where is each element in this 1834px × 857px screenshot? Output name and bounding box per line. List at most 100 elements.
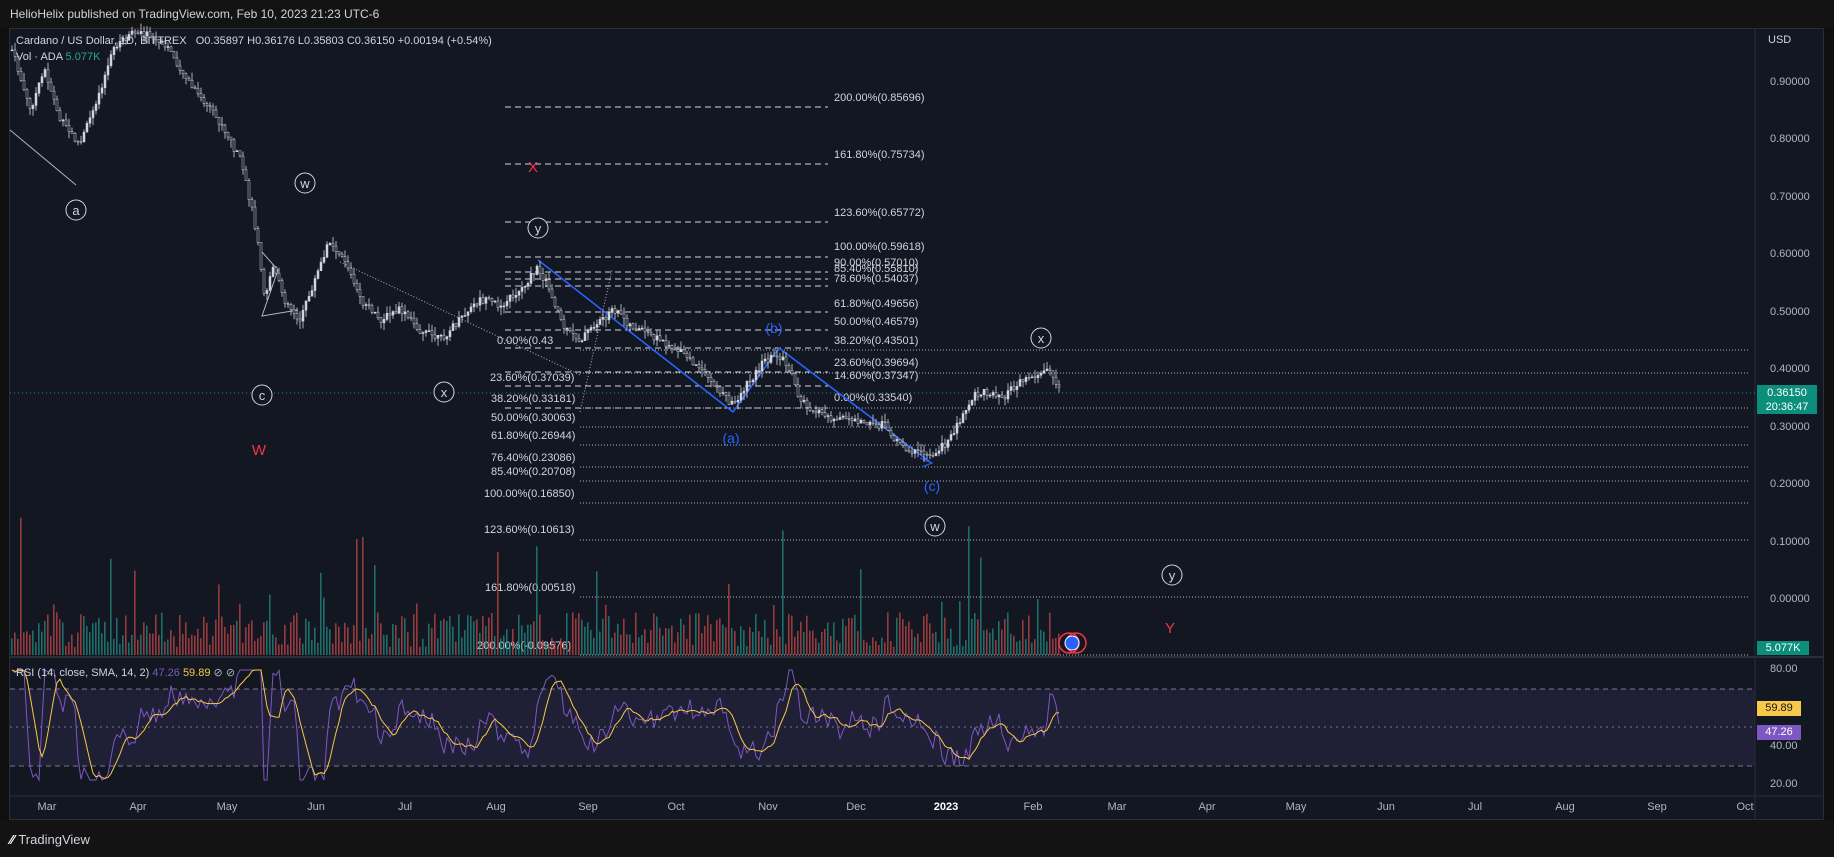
candle-body: [241, 155, 245, 171]
candle-body: [460, 315, 464, 318]
candle-body: [226, 132, 230, 138]
candle-body: [76, 140, 80, 143]
hide-icon[interactable]: ⊘: [213, 667, 223, 679]
volume-bar: [266, 620, 268, 655]
volume-bar: [338, 626, 340, 655]
time-axis-label: Dec: [846, 801, 866, 813]
candle-body: [976, 391, 980, 397]
chart-area[interactable]: [9, 28, 1824, 820]
candle-body: [97, 92, 101, 105]
candle-body: [445, 336, 449, 340]
volume-bar: [635, 612, 637, 655]
volume-bar: [227, 633, 229, 655]
candle-body: [484, 297, 488, 304]
triangle-shape[interactable]: [261, 251, 299, 317]
volume-bar: [398, 637, 400, 655]
candle-body: [877, 424, 881, 429]
candle-body: [655, 335, 659, 341]
volume-bar: [470, 616, 472, 655]
candle-body: [598, 319, 602, 325]
candle-body: [502, 305, 506, 308]
tradingview-logo[interactable]: ⁄⁄ TradingView: [10, 832, 90, 847]
time-axis-label: Jun: [1377, 801, 1395, 813]
candle-body: [754, 369, 758, 381]
currency-label[interactable]: USD: [1768, 34, 1792, 46]
candle-body: [433, 334, 437, 339]
volume-bar: [173, 636, 175, 655]
fib-extension-upper[interactable]: 200.00%(0.85696) 161.80%(0.75734) 123.60…: [505, 92, 925, 409]
volume-bar: [935, 631, 937, 655]
ohlc-open: O0.35897: [195, 35, 245, 47]
volume-bar: [449, 615, 451, 655]
candle-body: [934, 453, 938, 456]
wave-labels[interactable]: a c w x y x w y (a) (b) (c) W X Y: [65, 159, 1183, 637]
candle-body: [250, 199, 254, 208]
candle-body: [346, 261, 350, 269]
rsi-legend[interactable]: RSI (14, close, SMA, 14, 2) 47.26 59.89 …: [16, 666, 235, 679]
fib-retracement-lower[interactable]: 0.00%(0.43 23.60%(0.37039) 38.20%(0.3318…: [477, 335, 1750, 656]
candle-body: [871, 421, 875, 424]
candle-body: [370, 305, 374, 313]
volume-bar: [956, 645, 958, 655]
volume-bar: [521, 625, 523, 655]
candle-body: [178, 65, 182, 71]
volume-bar: [908, 621, 910, 655]
candle-body: [292, 308, 296, 314]
news-flag-icon[interactable]: [1058, 632, 1087, 654]
candle-body: [238, 150, 242, 157]
volume-bar: [596, 571, 598, 655]
volume-bar: [902, 619, 904, 655]
volume-bar: [917, 633, 919, 655]
candle-body: [316, 270, 320, 279]
fib-label: 61.80%(0.26944): [491, 430, 575, 442]
volume-bar: [932, 633, 934, 655]
volume-bar: [53, 604, 55, 655]
volume-bar: [257, 638, 259, 655]
volume-bar: [89, 632, 91, 655]
trend-line[interactable]: [579, 269, 613, 413]
volume-bar: [914, 637, 916, 655]
candle-body: [769, 354, 773, 363]
hide-icon[interactable]: ⊘: [225, 667, 236, 679]
candle-body: [49, 81, 53, 92]
volume-legend[interactable]: Vol · ADA 5.077K: [16, 51, 100, 63]
wave-circle: [1030, 327, 1052, 349]
symbol-name[interactable]: Cardano / US Dollar, 1D, BITTREX: [16, 35, 187, 47]
volume-bar: [746, 645, 748, 655]
volume-bar: [905, 625, 907, 655]
volume-bar: [899, 612, 901, 655]
trend-line[interactable]: [9, 129, 77, 186]
candle-body: [508, 294, 512, 302]
wave-x-label: x: [441, 385, 448, 400]
fib-label: 61.80%(0.49656): [834, 298, 918, 310]
footer: ⁄⁄ TradingView: [0, 820, 1834, 857]
candle-body: [763, 358, 767, 362]
candle-body: [841, 415, 845, 418]
candle-body: [589, 327, 593, 331]
candles[interactable]: [10, 23, 1061, 462]
wave-circle: [924, 515, 946, 537]
candle-body: [829, 415, 833, 422]
candle-body: [79, 141, 83, 143]
candle-body: [364, 304, 368, 306]
candle-body: [1045, 368, 1049, 371]
candle-body: [547, 279, 551, 290]
symbol-legend[interactable]: Cardano / US Dollar, 1D, BITTREX O0.3589…: [16, 35, 492, 47]
volume-bar: [20, 517, 22, 655]
candle-body: [985, 388, 989, 396]
candle-body: [94, 103, 98, 111]
candle-body: [64, 119, 68, 126]
volume-bar: [764, 619, 766, 655]
volume-bar: [62, 622, 64, 655]
candle-body: [790, 370, 794, 374]
candle-body: [397, 306, 401, 314]
volume-bar: [794, 636, 796, 655]
wave-w-label: w: [929, 519, 940, 534]
candle-body: [169, 46, 173, 52]
volume-bar: [1019, 640, 1021, 655]
candle-body: [757, 369, 761, 372]
candle-body: [46, 69, 50, 83]
candle-body: [742, 390, 746, 394]
candle-body: [271, 266, 275, 277]
